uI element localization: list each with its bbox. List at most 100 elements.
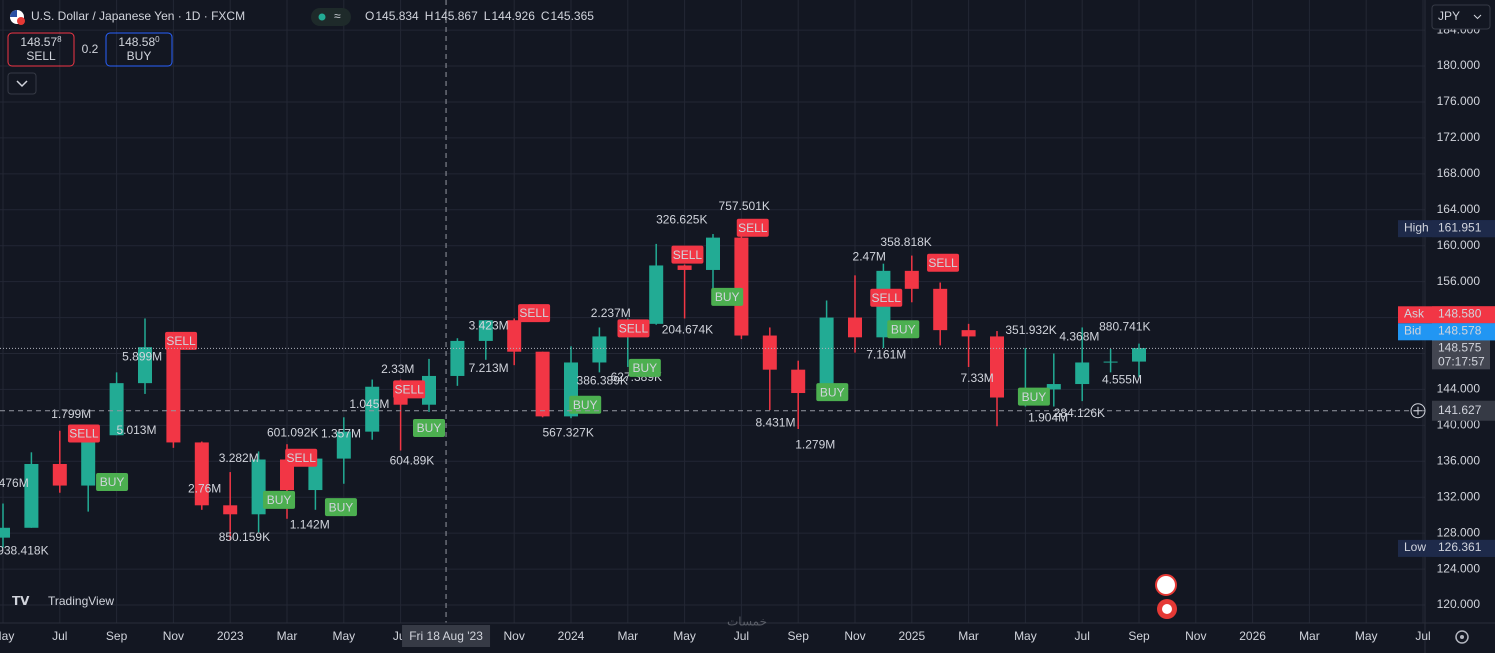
candle-body [336, 431, 351, 459]
signal-badge [96, 472, 129, 491]
signal-label: SELL [673, 248, 703, 262]
add-alert-button[interactable] [1410, 403, 1426, 419]
volume-label: 880.741K [1099, 320, 1150, 334]
chevron [16, 80, 28, 88]
x-tick-label: Mar [1299, 629, 1320, 643]
signal-badge [324, 498, 357, 517]
volume-label: 358.818K [880, 235, 931, 249]
ohlc-values: O 145.834 H 145.867 L 144.926 C 145.365 [365, 9, 594, 23]
candle-body [251, 459, 266, 515]
buy-label: BUY [127, 49, 152, 63]
y-tick-label: 156.000 [1437, 274, 1481, 288]
buy-price-main: 148.58 [118, 35, 155, 49]
symbol-flag-jp [17, 17, 25, 25]
axes: 120.000 124.000 128.000 132.000 136.000 140.0… [0, 22, 1495, 647]
volume-label: 2.47M [853, 250, 886, 264]
volume-label: 3.282M [219, 451, 259, 465]
volume-label: 850.159K [219, 530, 270, 544]
ohlc-value: 144.926 [491, 9, 535, 23]
signal-badge [711, 287, 744, 306]
candle-body [791, 369, 806, 394]
volume-label: 4.368M [1059, 329, 1099, 343]
x-tick-label: May [332, 629, 355, 643]
price-badge-value: 126.361 [1438, 540, 1482, 554]
candle-body [990, 336, 1004, 398]
symbol-title[interactable]: U.S. Dollar / Japanese Yen · 1D · FXCM [31, 9, 245, 23]
x-tick-label: 2025 [898, 629, 925, 643]
x-tick-label: 2026 [1239, 629, 1266, 643]
event-flag-jp-inner [1162, 604, 1172, 614]
candle-body [734, 237, 749, 336]
candle-body [507, 320, 522, 352]
signal-label: BUY [820, 385, 845, 399]
candle-body [450, 340, 465, 376]
signal-label: SELL [872, 291, 902, 305]
volume-label: 326.625K [656, 213, 707, 227]
x-tick-label: 2023 [217, 629, 244, 643]
candle-body [194, 442, 209, 506]
volume-label: 1.357M [321, 427, 361, 441]
sell-price-main: 148.57 [20, 35, 57, 49]
sell-price: 148.578 [20, 35, 62, 49]
signal-badge [67, 424, 100, 443]
candle-body [848, 317, 862, 338]
candle-body [535, 351, 550, 417]
currency-button[interactable] [1431, 4, 1491, 30]
signal-label: SELL [928, 256, 958, 270]
settings-icon[interactable] [1455, 630, 1469, 644]
signal-badge [816, 383, 849, 402]
volume-label: 3.423M [469, 319, 509, 333]
x-tick-label: Sep [106, 629, 128, 643]
x-tick-label: Sep [788, 629, 810, 643]
ohlc-key: H [425, 9, 434, 23]
volume-label: 4.555M [1102, 373, 1142, 387]
volume-label: 1.476M [0, 476, 29, 490]
x-tick-label: Jul [1075, 629, 1090, 643]
candle-body [762, 335, 777, 370]
volume-label: 7.161M [866, 347, 906, 361]
x-tick-label: May [1355, 629, 1378, 643]
volume-label: 1.045M [349, 397, 389, 411]
buy-button[interactable] [105, 32, 173, 67]
signal-label: BUY [1022, 390, 1047, 404]
price-badge-value: 148.578 [1438, 323, 1482, 337]
sell-price-pip: 8 [57, 35, 62, 44]
crosshair-price-box [1432, 400, 1495, 421]
volume-label: 5.899M [122, 349, 162, 363]
signal-label: BUY [267, 493, 292, 507]
market-status[interactable] [311, 8, 351, 26]
signal-badge [413, 419, 445, 438]
price-badge-name: Low [1404, 540, 1426, 554]
signal-label: BUY [100, 475, 125, 489]
crosshair-time-label: Fri 18 Aug '23 [409, 629, 483, 643]
y-tick-label: 140.000 [1437, 418, 1481, 432]
x-tick-label: Nov [844, 629, 865, 643]
volume-label: 284.126K [1054, 406, 1105, 420]
tv-logo: 𝗧𝗩 [12, 594, 30, 608]
x-tick-label: Nov [163, 629, 184, 643]
signal-badge [165, 331, 198, 350]
spread: 0.2 [82, 42, 99, 56]
candle-body [706, 237, 720, 270]
price-badge-value-box [1432, 306, 1495, 324]
signal-label: SELL [394, 383, 424, 397]
volume-label: 386.389K [577, 374, 628, 388]
candle-body [677, 265, 692, 270]
collapse-button[interactable] [7, 72, 37, 95]
candle-body [819, 317, 834, 394]
candle-body [1075, 362, 1090, 385]
signal-label: SELL [287, 451, 317, 465]
y-tick-label: 164.000 [1437, 202, 1481, 216]
ohlc-key: C [541, 9, 550, 23]
status-icon: ≈ [334, 9, 341, 23]
candle-body [81, 435, 96, 486]
sell-button[interactable] [7, 32, 75, 67]
event-flag-us[interactable] [1155, 574, 1177, 596]
signal-label: SELL [619, 322, 649, 336]
volume-label: 5.013M [116, 423, 156, 437]
candle-body [138, 347, 152, 384]
signal-label: BUY [417, 421, 442, 435]
signal-label: SELL [738, 221, 768, 235]
volume-label: 7.213M [469, 361, 509, 375]
candle-body [109, 383, 124, 436]
